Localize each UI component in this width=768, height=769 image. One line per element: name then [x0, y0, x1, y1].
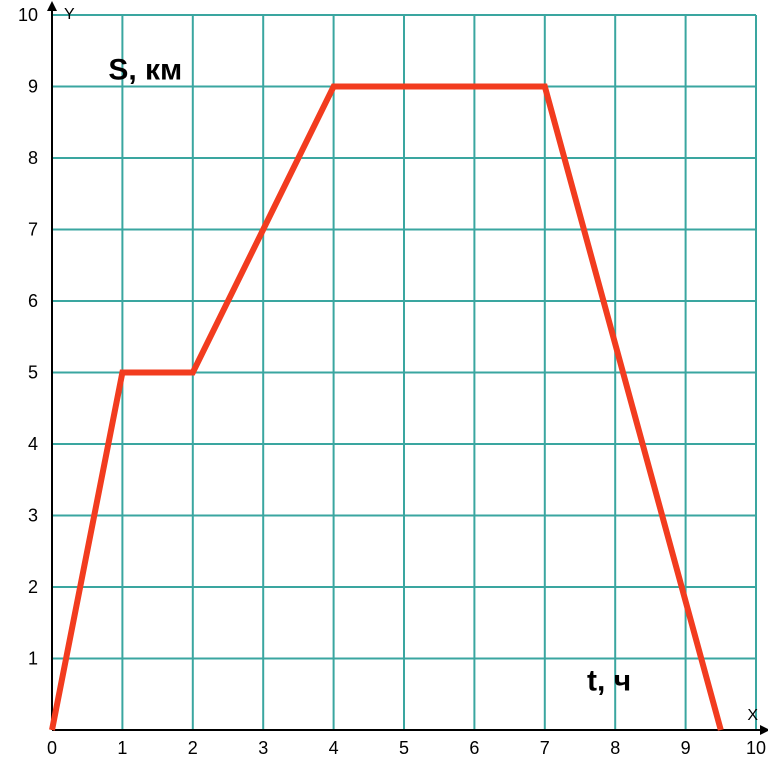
y-tick-label: 1	[28, 649, 38, 669]
y-tick-label: 8	[28, 148, 38, 168]
line-chart-svg: 0 1 2 3 4 5 6 7 8 9 10 1 2 3 4 5 6 7 8 9 10 X Y S, км t, ч	[0, 0, 768, 769]
x-tick-label: 0	[47, 738, 57, 758]
x-tick-label: 5	[399, 738, 409, 758]
y-axis-name: Y	[64, 6, 75, 23]
y-tick-label: 3	[28, 506, 38, 526]
chart-background	[0, 0, 768, 769]
x-tick-label: 8	[610, 738, 620, 758]
x-tick-label: 4	[329, 738, 339, 758]
x-tick-label: 2	[188, 738, 198, 758]
y-tick-label: 4	[28, 434, 38, 454]
x-axis-label: t, ч	[587, 665, 631, 698]
x-axis-name: X	[747, 707, 758, 724]
y-tick-label: 6	[28, 291, 38, 311]
y-tick-label: 10	[18, 5, 38, 25]
y-axis-label: S, км	[108, 53, 182, 86]
x-tick-label: 3	[258, 738, 268, 758]
chart-container: 0 1 2 3 4 5 6 7 8 9 10 1 2 3 4 5 6 7 8 9 10 X Y S, км t, ч	[0, 0, 768, 769]
y-tick-label: 2	[28, 577, 38, 597]
x-tick-label: 10	[746, 738, 766, 758]
x-tick-label: 6	[469, 738, 479, 758]
x-tick-label: 1	[117, 738, 127, 758]
y-tick-label: 9	[28, 77, 38, 97]
y-tick-label: 5	[28, 363, 38, 383]
x-tick-label: 9	[681, 738, 691, 758]
y-tick-label: 7	[28, 220, 38, 240]
x-tick-label: 7	[540, 738, 550, 758]
